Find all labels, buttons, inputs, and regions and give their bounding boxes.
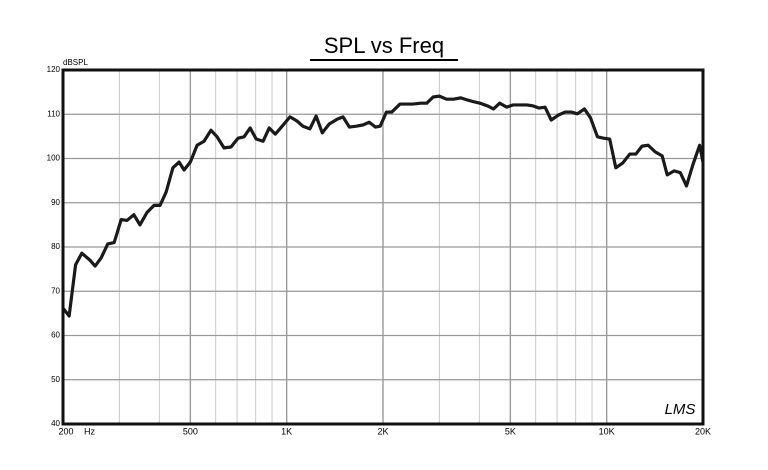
chart-title: SPL vs Freq xyxy=(324,33,444,58)
y-tick-label: 70 xyxy=(51,286,60,295)
x-tick-label: 10K xyxy=(599,426,615,436)
watermark: LMS xyxy=(665,401,696,418)
y-tick-label: 60 xyxy=(51,331,60,340)
y-tick-label: 80 xyxy=(51,242,60,251)
y-tick-label: 100 xyxy=(47,154,61,163)
y-tick-label: 90 xyxy=(51,198,60,207)
y-tick-label: 120 xyxy=(47,65,61,74)
x-tick-label: 5K xyxy=(505,426,516,436)
y-tick-label: 40 xyxy=(51,419,60,428)
y-tick-label: 50 xyxy=(51,375,60,384)
plot-frame xyxy=(61,68,705,426)
x-tick-label: 20K xyxy=(695,426,711,436)
y-axis-label: dBSPL xyxy=(63,58,88,67)
x-tick-label: 1K xyxy=(281,426,292,436)
x-axis-label: Hz xyxy=(84,426,95,436)
y-tick-label: 110 xyxy=(47,109,60,118)
x-tick-label: 500 xyxy=(183,426,198,436)
x-tick-label: 200 xyxy=(58,426,73,436)
x-tick-label: 2K xyxy=(377,426,388,436)
series-line xyxy=(61,94,705,318)
